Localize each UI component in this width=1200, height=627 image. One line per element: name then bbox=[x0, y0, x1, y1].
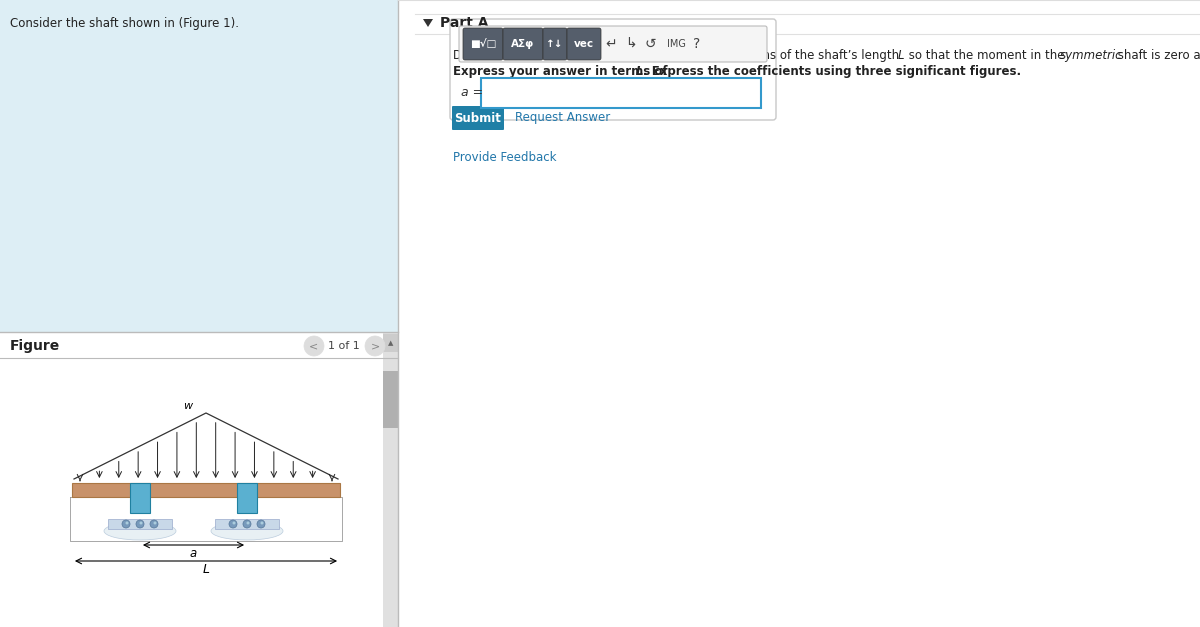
FancyBboxPatch shape bbox=[450, 19, 776, 120]
Text: a =: a = bbox=[461, 87, 484, 100]
Text: Determine the distance: Determine the distance bbox=[454, 49, 596, 62]
Circle shape bbox=[304, 336, 324, 356]
Text: L: L bbox=[636, 65, 643, 78]
Text: Express your answer in terms of: Express your answer in terms of bbox=[454, 65, 672, 78]
FancyBboxPatch shape bbox=[238, 483, 257, 513]
FancyBboxPatch shape bbox=[108, 519, 172, 529]
Text: ■√□: ■√□ bbox=[470, 39, 496, 49]
Text: 1 of 1: 1 of 1 bbox=[328, 341, 360, 351]
Circle shape bbox=[365, 336, 385, 356]
FancyBboxPatch shape bbox=[458, 26, 767, 62]
Text: ▲: ▲ bbox=[388, 340, 394, 346]
Text: shaft is zero at its center.: shaft is zero at its center. bbox=[1114, 49, 1200, 62]
FancyBboxPatch shape bbox=[383, 332, 398, 627]
Text: so that the moment in the: so that the moment in the bbox=[905, 49, 1068, 62]
Text: Figure: Figure bbox=[10, 339, 60, 353]
Circle shape bbox=[122, 520, 130, 528]
Text: Part A: Part A bbox=[440, 16, 488, 30]
Circle shape bbox=[246, 522, 250, 525]
FancyBboxPatch shape bbox=[481, 78, 761, 108]
Circle shape bbox=[150, 520, 158, 528]
Circle shape bbox=[139, 522, 143, 525]
Text: a: a bbox=[190, 547, 197, 560]
Text: w: w bbox=[184, 401, 192, 411]
FancyBboxPatch shape bbox=[0, 332, 398, 627]
Circle shape bbox=[260, 522, 264, 525]
FancyBboxPatch shape bbox=[542, 28, 568, 60]
Text: Request Answer: Request Answer bbox=[515, 112, 611, 125]
Circle shape bbox=[242, 520, 251, 528]
Text: ↵: ↵ bbox=[605, 37, 617, 51]
Text: Consider the shaft shown in (Figure 1).: Consider the shaft shown in (Figure 1). bbox=[10, 17, 239, 30]
Circle shape bbox=[229, 520, 238, 528]
Circle shape bbox=[233, 522, 235, 525]
Text: Submit: Submit bbox=[455, 112, 502, 125]
FancyBboxPatch shape bbox=[72, 483, 340, 497]
Text: IMG: IMG bbox=[667, 39, 686, 49]
Text: ?: ? bbox=[694, 37, 701, 51]
Circle shape bbox=[257, 520, 265, 528]
Text: >: > bbox=[371, 341, 379, 351]
Text: ↺: ↺ bbox=[646, 37, 656, 51]
Text: Provide Feedback: Provide Feedback bbox=[454, 151, 557, 164]
Circle shape bbox=[136, 520, 144, 528]
Circle shape bbox=[126, 522, 128, 525]
Circle shape bbox=[154, 522, 156, 525]
Text: . Express the coefficients using three significant figures.: . Express the coefficients using three s… bbox=[643, 65, 1021, 78]
Ellipse shape bbox=[211, 522, 283, 540]
FancyBboxPatch shape bbox=[503, 28, 542, 60]
FancyBboxPatch shape bbox=[568, 28, 601, 60]
Text: <: < bbox=[310, 341, 319, 351]
FancyBboxPatch shape bbox=[383, 334, 398, 352]
Text: ↑↓: ↑↓ bbox=[546, 39, 564, 49]
Text: between the bearings in terms of the shaft’s length: between the bearings in terms of the sha… bbox=[590, 49, 902, 62]
Text: L: L bbox=[203, 563, 210, 576]
Polygon shape bbox=[424, 19, 433, 27]
Text: L: L bbox=[898, 49, 905, 62]
FancyBboxPatch shape bbox=[452, 106, 504, 130]
FancyBboxPatch shape bbox=[130, 483, 150, 513]
FancyBboxPatch shape bbox=[215, 519, 278, 529]
Text: vec: vec bbox=[574, 39, 594, 49]
Text: a: a bbox=[583, 49, 590, 62]
Ellipse shape bbox=[104, 522, 176, 540]
FancyBboxPatch shape bbox=[383, 371, 398, 428]
FancyBboxPatch shape bbox=[0, 0, 398, 627]
FancyBboxPatch shape bbox=[463, 28, 503, 60]
Text: symmetric: symmetric bbox=[1060, 49, 1123, 62]
Text: AΣφ: AΣφ bbox=[511, 39, 535, 49]
Text: ↳: ↳ bbox=[625, 37, 637, 51]
